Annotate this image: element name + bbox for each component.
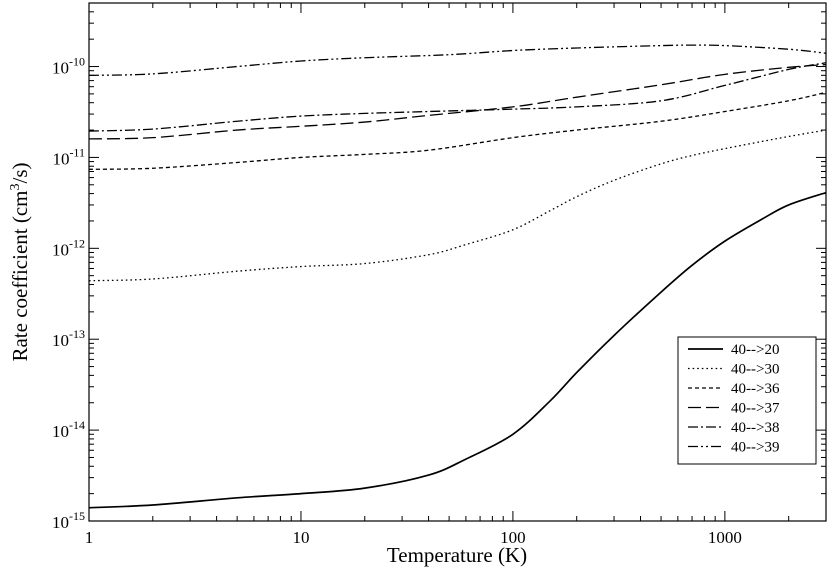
y-tick-label-base: 10 [52,149,69,168]
legend: 40-->20 40-->30 40-->36 40-->37 40-->38 40-->… [677,336,817,465]
y-axis-title: Rate coefficient (cm3/s) [8,162,32,361]
x-tick-label: 1000 [708,528,742,547]
y-tick-label: 10-14 [52,418,85,441]
y-tick-label-exponent: -14 [69,418,85,432]
y-tick-label-exponent: -10 [69,55,85,69]
legend-label: 40-->39 [731,440,779,456]
y-tick-label-base: 10 [52,240,69,259]
y-tick-label-exponent: -11 [69,145,85,159]
y-tick-label: 10-12 [52,236,85,259]
series-lines [88,44,827,509]
series-line [88,44,827,76]
x-axis-title: Temperature (K) [387,543,527,567]
y-tick-label-exponent: -15 [69,509,85,523]
series-line [88,63,827,140]
x-tick-label: 100 [500,528,526,547]
x-tick-label: 1 [85,528,94,547]
series-line [88,62,827,132]
axis-ticks [88,2,827,522]
legend-label: 40-->36 [731,381,780,397]
y-tick-label-exponent: -13 [69,327,85,341]
legend-label: 40-->30 [731,362,779,378]
x-tick-label: 10 [292,528,309,547]
y-tick-label-base: 10 [52,59,69,78]
y-tick-label: 10-11 [52,145,85,168]
y-tick-label-base: 10 [52,422,69,441]
y-tick-label-base: 10 [52,513,69,532]
series-line [88,191,827,509]
y-axis-title-superscript: 3 [8,183,23,190]
y-tick-label: 10-13 [52,327,85,350]
legend-label: 40-->38 [731,420,779,436]
legend-box [677,336,817,465]
legend-entries: 40-->20 40-->30 40-->36 40-->37 40-->38 40-->… [688,342,780,456]
y-tick-label-base: 10 [52,331,69,350]
y-axis-title-tail: /s) [8,162,32,183]
y-tick-label: 10-15 [52,509,85,532]
legend-label: 40-->37 [731,401,780,417]
series-line [88,91,827,170]
y-tick-label: 10-10 [52,55,85,78]
y-tick-label-exponent: -12 [69,236,85,250]
legend-label: 40-->20 [731,342,779,358]
y-axis-title-main: Rate coefficient (cm [8,190,32,361]
